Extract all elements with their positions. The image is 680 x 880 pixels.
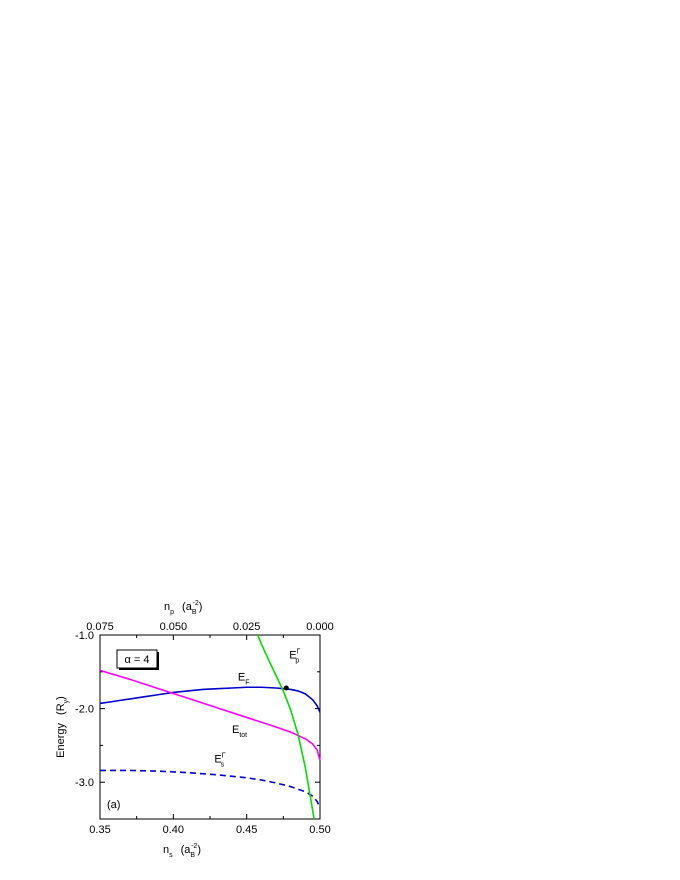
curve-label-base: E [238,672,245,684]
y-axis-unit-sub: y [63,699,70,703]
annotation-alpha: α = 4 [124,654,149,666]
series-layer [99,634,321,820]
top-axis-label-base: n [164,601,170,613]
x-tick-label: 0.45 [236,824,257,836]
curve-label-sub: F [245,680,249,687]
y-tick-label: -2.0 [75,704,94,716]
top-axis-unit-sub: B [192,609,197,616]
x-axis-label-base: n [163,844,169,856]
curve-label-sub: tot [239,732,247,739]
x-axis-unit-sup: -2 [191,843,197,850]
top-tick-label: 0.025 [233,621,261,633]
intersection-marker [283,685,289,691]
curve-label-base: E [289,650,296,662]
x-tick-label: 0.35 [89,824,110,836]
top-axis-label: np (aB -2) [164,600,202,616]
x-axis-unit-close: ) [197,844,201,856]
top-tick-label: 0.050 [160,621,188,633]
x-axis-unit-sub: B [190,852,195,859]
x-tick-label: 0.50 [309,824,330,836]
curve-label-sub: s [221,761,225,768]
panel-label: (a) [107,799,120,811]
series-line-EF [99,686,321,713]
series-line-Etot [99,669,321,761]
curve-label-F: EF [238,672,250,687]
y-tick-label: -3.0 [75,777,94,789]
top-tick-label: 0.075 [86,621,114,633]
top-axis-unit-sup: -2 [192,600,198,607]
y-tick-label: -1.0 [75,630,94,642]
y-axis-label-base: Energy [55,722,67,757]
top-axis-label-sub: p [170,609,174,616]
x-axis-label: ns (aB -2) [163,843,201,859]
annotation-box [116,649,158,669]
y-axis-unit-close: ) [55,696,67,700]
series-line-Es [100,769,321,809]
top-axis-unit: (a [182,601,193,613]
x-axis-label-sub: s [169,852,173,859]
top-tick-label: 0.000 [306,621,334,633]
curve-label-s: EΓ s [214,752,225,768]
curve-label-base: E [214,753,221,765]
series-line-Ep [256,634,315,820]
curve-label-base: E [232,724,239,736]
curve-label-tot: Etot [232,724,247,739]
ticks-layer: 0.35 0.40 0.45 0.50 0.075 0.050 0.025 0.000 -1.0… [75,621,334,836]
y-axis-unit: (R [55,703,67,715]
curve-label-sup: Γ [297,649,301,656]
curve-label-p: EΓ p [289,649,300,665]
x-axis-unit: (a [181,844,192,856]
y-axis-label: Energy (Ry) [55,696,70,758]
curve-label-sup: Γ [222,752,226,759]
x-tick-label: 0.40 [163,824,184,836]
curve-label-sub: p [295,658,299,665]
top-axis-unit-close: ) [199,601,203,613]
